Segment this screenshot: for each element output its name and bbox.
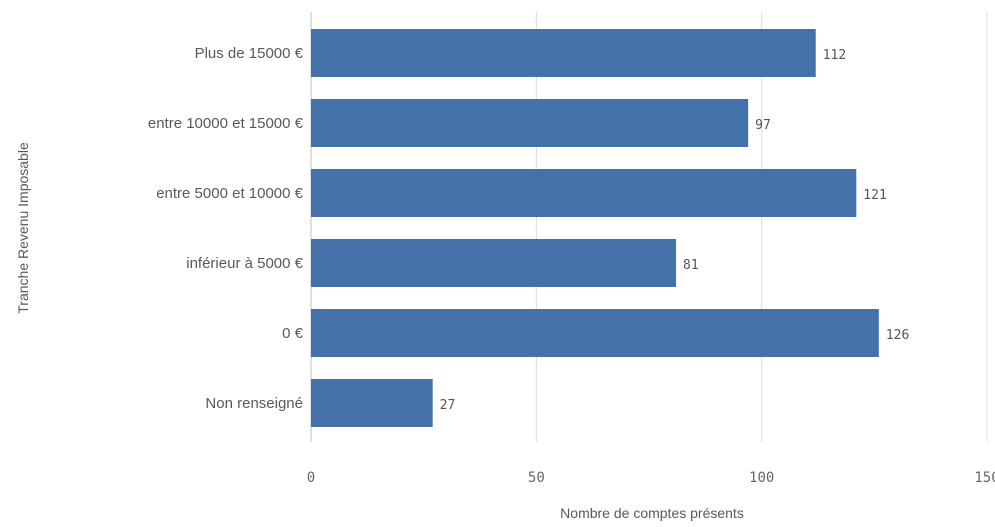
bar bbox=[311, 29, 816, 77]
x-tick-label: 100 bbox=[749, 470, 774, 486]
value-label: 112 bbox=[823, 48, 846, 63]
category-label: Non renseigné bbox=[205, 395, 303, 412]
value-label: 126 bbox=[886, 328, 909, 343]
value-label: 121 bbox=[863, 188, 886, 203]
value-label: 81 bbox=[683, 258, 699, 273]
x-tick-label: 0 bbox=[307, 470, 315, 486]
category-label: inférieur à 5000 € bbox=[186, 255, 303, 272]
x-tick-label: 150 bbox=[974, 470, 995, 486]
category-label: entre 10000 et 15000 € bbox=[148, 115, 304, 132]
bar bbox=[311, 169, 857, 217]
x-tick-label: 50 bbox=[528, 470, 545, 486]
labels: 0 50 100 150 Plus de 15000 € 112 entre 10000 e… bbox=[148, 45, 995, 486]
bars bbox=[311, 29, 879, 427]
bar bbox=[311, 309, 879, 357]
bar bbox=[311, 239, 677, 287]
value-label: 27 bbox=[440, 398, 456, 413]
x-axis-title: Nombre de comptes présents bbox=[560, 505, 744, 521]
grid-lines bbox=[310, 12, 988, 442]
value-label: 97 bbox=[755, 118, 771, 133]
category-label: 0 € bbox=[282, 325, 304, 342]
category-label: Plus de 15000 € bbox=[195, 45, 304, 62]
bar bbox=[311, 379, 433, 427]
category-label: entre 5000 et 10000 € bbox=[156, 185, 303, 202]
bar bbox=[311, 99, 749, 147]
y-axis-title: Tranche Revenu Imposable bbox=[15, 142, 31, 314]
